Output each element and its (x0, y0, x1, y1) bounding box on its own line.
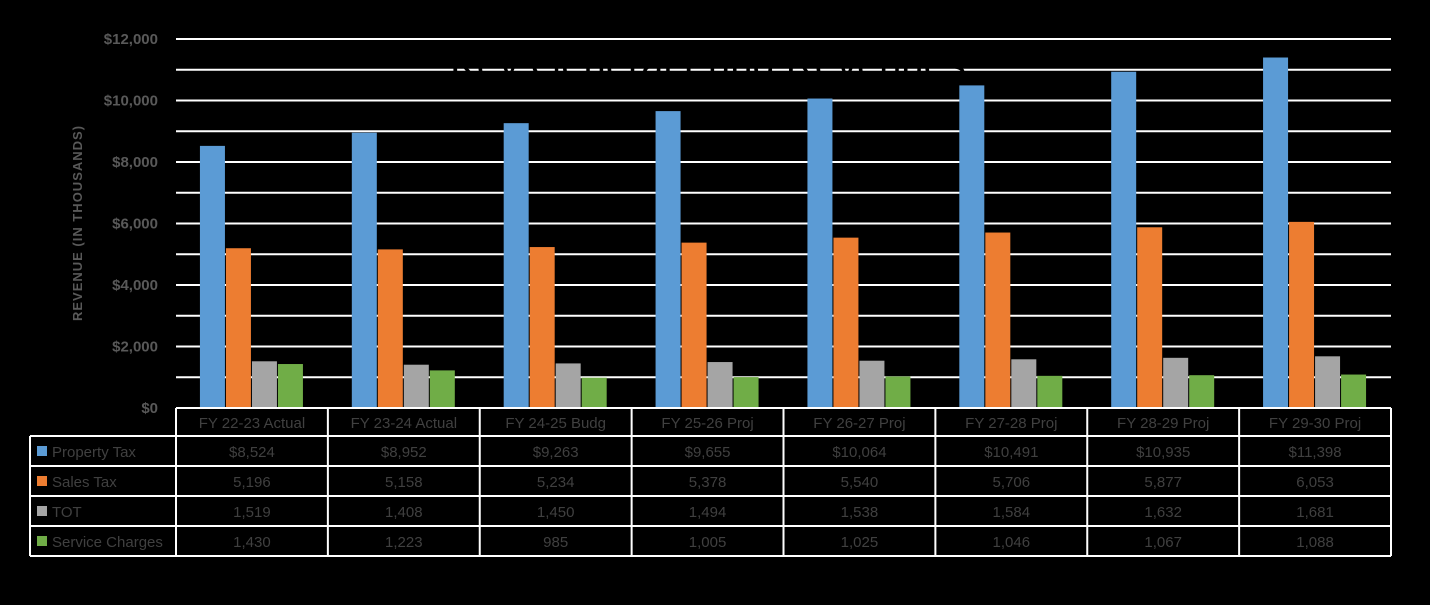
data-label: 1,408 (385, 504, 423, 521)
data-table: FY 22-23 Actual FY 23-24 Actual FY 24-25 B… (29, 407, 1392, 557)
bar-property-tax (351, 132, 377, 408)
data-label: 6,053 (1296, 474, 1334, 491)
bar-service-charges (277, 364, 303, 408)
bar-service-charges (1189, 375, 1215, 408)
legend-key-tot (37, 506, 47, 516)
data-label: 1,005 (689, 534, 727, 551)
category-label: FY 22-23 Actual (199, 415, 305, 432)
data-label: 5,877 (1144, 474, 1182, 491)
data-label: $8,952 (381, 444, 427, 461)
bar-tot (707, 362, 733, 408)
bar-service-charges (1341, 374, 1367, 408)
bar-service-charges (885, 376, 911, 408)
category-label: FY 26-27 Proj (813, 415, 905, 432)
bar-sales-tax (833, 237, 859, 408)
bar-tot (859, 360, 885, 408)
bar-property-tax (655, 111, 681, 408)
data-label: $9,655 (685, 444, 731, 461)
bar-property-tax (1111, 71, 1137, 408)
bar-sales-tax (681, 242, 707, 408)
bar-property-tax (807, 98, 833, 409)
category-label: FY 24-25 Budg (505, 415, 606, 432)
bar-property-tax (503, 123, 529, 408)
bar-property-tax (1263, 57, 1289, 408)
bar-tot (1315, 356, 1341, 408)
bar-sales-tax (225, 248, 251, 408)
data-label: $10,935 (1136, 444, 1190, 461)
y-tick-label: $0 (141, 400, 158, 417)
bar-tot (403, 364, 429, 408)
data-label: 1,519 (233, 504, 271, 521)
data-label: 1,067 (1144, 534, 1182, 551)
chart-title: Key General Fund Revenues (450, 43, 966, 87)
data-label: 5,706 (993, 474, 1031, 491)
bar-sales-tax (1289, 221, 1315, 408)
data-label: 1,494 (689, 504, 727, 521)
bar-tot (1011, 359, 1037, 408)
y-tick-label: $8,000 (112, 154, 158, 171)
data-label: 1,538 (841, 504, 879, 521)
data-label: 1,025 (841, 534, 879, 551)
bar-sales-tax (377, 249, 403, 408)
y-axis: $0 $2,000 $4,000 $6,000 $8,000 $10,000 $12,000 (104, 31, 158, 417)
data-label: 1,632 (1144, 504, 1182, 521)
bar-tot (251, 361, 277, 408)
data-label: 1,430 (233, 534, 271, 551)
data-label: 5,196 (233, 474, 271, 491)
legend-label: TOT (52, 504, 82, 521)
legend-key-service-charges (37, 536, 47, 546)
y-tick-label: $6,000 (112, 216, 158, 233)
data-label: 1,046 (993, 534, 1031, 551)
legend-key-property-tax (37, 446, 47, 456)
bar-sales-tax (1137, 227, 1163, 408)
legend-key-sales-tax (37, 476, 47, 486)
y-axis-title: REVENUE (IN THOUSANDS) (70, 125, 85, 321)
bar-service-charges (581, 377, 607, 408)
category-label: FY 27-28 Proj (965, 415, 1057, 432)
data-label: 1,584 (993, 504, 1031, 521)
bar-sales-tax (529, 247, 555, 408)
y-tick-label: $12,000 (104, 31, 158, 48)
bar-tot (555, 363, 581, 408)
data-label: $10,491 (984, 444, 1038, 461)
y-tick-label: $4,000 (112, 277, 158, 294)
bar-sales-tax (985, 232, 1011, 408)
category-label: FY 28-29 Proj (1117, 415, 1209, 432)
data-label: 1,223 (385, 534, 423, 551)
data-label: $11,398 (1289, 444, 1342, 461)
category-label: FY 23-24 Actual (351, 415, 457, 432)
bar-service-charges (429, 370, 455, 408)
bar-service-charges (1037, 375, 1063, 408)
bar-service-charges (733, 377, 759, 408)
category-label: FY 25-26 Proj (661, 415, 753, 432)
y-tick-label: $10,000 (104, 93, 158, 110)
data-label: 5,234 (537, 474, 575, 491)
bar-property-tax (199, 145, 225, 408)
data-label: 5,158 (385, 474, 423, 491)
category-label: FY 29-30 Proj (1269, 415, 1361, 432)
data-label: 1,681 (1296, 504, 1334, 521)
y-tick-label: $2,000 (112, 339, 158, 356)
data-label: 5,378 (689, 474, 727, 491)
data-label: 5,540 (841, 474, 879, 491)
legend-label: Service Charges (52, 534, 163, 551)
data-label: 1,450 (537, 504, 575, 521)
legend-label: Sales Tax (52, 474, 117, 491)
legend-label: Property Tax (52, 444, 136, 461)
data-label: $8,524 (229, 444, 275, 461)
data-label: 985 (543, 534, 568, 551)
data-label: 1,088 (1296, 534, 1334, 551)
bar-property-tax (959, 85, 985, 409)
data-label: $10,064 (832, 444, 886, 461)
data-label: $9,263 (533, 444, 579, 461)
bar-tot (1163, 357, 1189, 408)
bars (199, 57, 1367, 409)
